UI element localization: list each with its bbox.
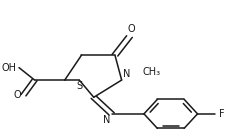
Text: N: N (103, 115, 110, 124)
Text: O: O (14, 90, 21, 100)
Text: N: N (123, 69, 130, 79)
Text: OH: OH (2, 63, 17, 73)
Text: S: S (76, 81, 82, 91)
Text: F: F (219, 109, 224, 119)
Text: O: O (128, 25, 136, 34)
Text: CH₃: CH₃ (143, 67, 161, 77)
